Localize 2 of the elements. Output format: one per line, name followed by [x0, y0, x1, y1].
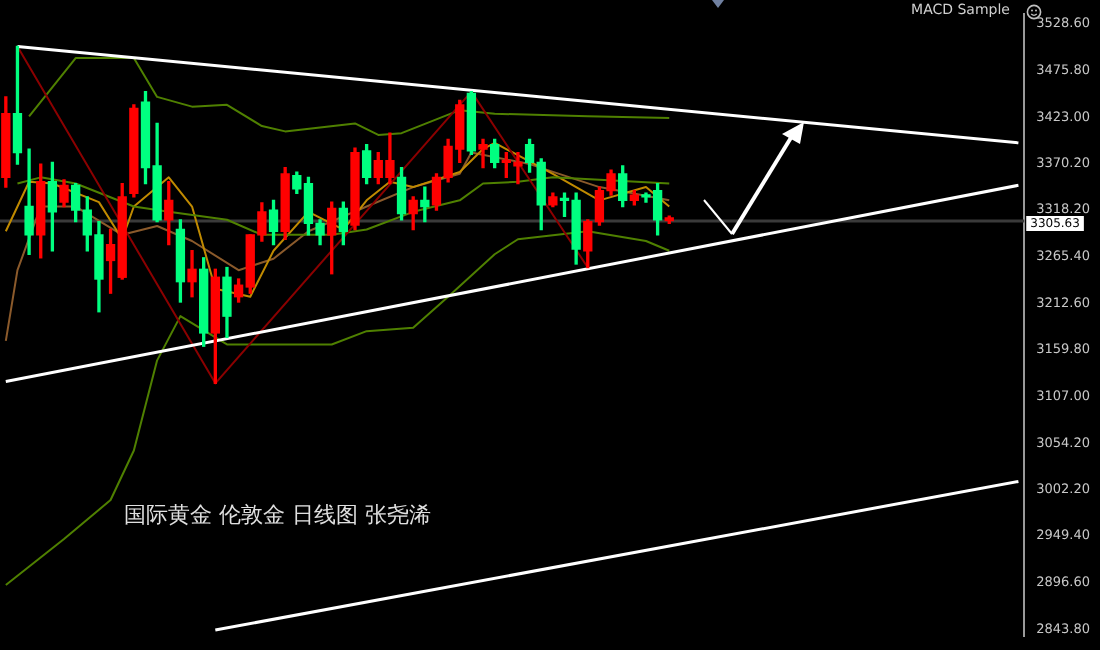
annotation: 国际黄金 伦敦金 日线图 张尧浠	[124, 500, 431, 530]
candlestick	[478, 138, 488, 169]
